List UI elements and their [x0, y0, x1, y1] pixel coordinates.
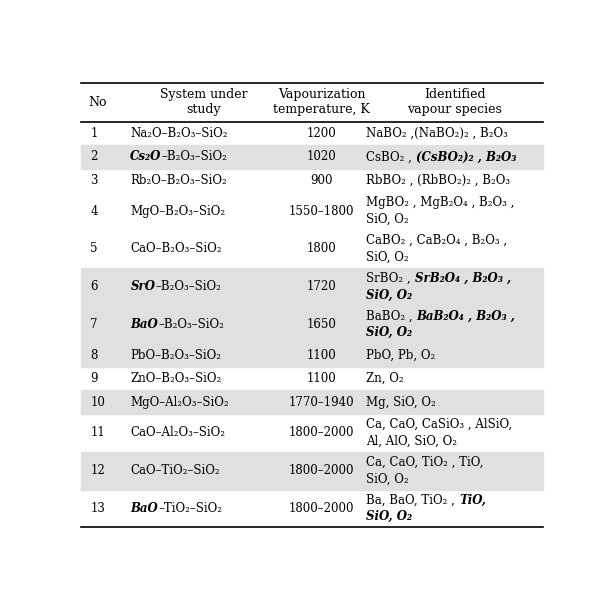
Bar — [81, 452, 543, 490]
Text: 1800–2000: 1800–2000 — [289, 502, 354, 515]
Text: CsBO₂ ,: CsBO₂ , — [367, 151, 416, 164]
Text: Zn, O₂: Zn, O₂ — [367, 372, 404, 385]
Text: 1800–2000: 1800–2000 — [289, 427, 354, 439]
Text: 7: 7 — [90, 318, 98, 331]
Text: Rb₂O–B₂O₃–SiO₂: Rb₂O–B₂O₃–SiO₂ — [130, 174, 227, 187]
Text: 1200: 1200 — [307, 127, 336, 140]
Text: CaO–TiO₂–SiO₂: CaO–TiO₂–SiO₂ — [130, 464, 220, 477]
Text: 4: 4 — [90, 205, 98, 218]
Text: 1650: 1650 — [306, 318, 337, 331]
Text: MgO–B₂O₃–SiO₂: MgO–B₂O₃–SiO₂ — [130, 205, 225, 218]
Text: 6: 6 — [90, 280, 98, 293]
Text: 11: 11 — [90, 427, 105, 439]
Text: SiO, O₂: SiO, O₂ — [367, 472, 409, 486]
Bar — [81, 145, 543, 169]
Text: SiO, O₂: SiO, O₂ — [367, 510, 412, 523]
Text: 1800–2000: 1800–2000 — [289, 464, 354, 477]
Bar — [81, 83, 543, 121]
Text: 900: 900 — [311, 174, 333, 187]
Text: Identified
vapour species: Identified vapour species — [407, 88, 502, 116]
Text: 1020: 1020 — [307, 151, 336, 164]
Text: Vapourization
temperature, K: Vapourization temperature, K — [273, 88, 370, 116]
Bar — [81, 390, 543, 414]
Text: NaBO₂ ,(NaBO₂)₂ , B₂O₃: NaBO₂ ,(NaBO₂)₂ , B₂O₃ — [367, 127, 509, 140]
Text: 1: 1 — [90, 127, 97, 140]
Text: MgBO₂ , MgB₂O₄ , B₂O₃ ,: MgBO₂ , MgB₂O₄ , B₂O₃ , — [367, 196, 515, 209]
Bar — [81, 268, 543, 305]
Text: BaO: BaO — [130, 318, 158, 331]
Text: Cs₂O: Cs₂O — [130, 151, 162, 164]
Text: System under
study: System under study — [160, 88, 247, 116]
Text: –TiO₂–SiO₂: –TiO₂–SiO₂ — [158, 502, 222, 515]
Text: Ba, BaO, TiO₂ ,: Ba, BaO, TiO₂ , — [367, 494, 459, 506]
Text: CaBO₂ , CaB₂O₄ , B₂O₃ ,: CaBO₂ , CaB₂O₄ , B₂O₃ , — [367, 234, 507, 247]
Text: TiO,: TiO, — [459, 494, 486, 506]
Text: 10: 10 — [90, 396, 105, 409]
Text: 1550–1800: 1550–1800 — [289, 205, 354, 218]
Text: BaO: BaO — [130, 502, 158, 515]
Text: SrB₂O₄ , B₂O₃ ,: SrB₂O₄ , B₂O₃ , — [415, 272, 511, 285]
Text: No: No — [88, 96, 107, 109]
Bar — [81, 305, 543, 343]
Text: SiO, O₂: SiO, O₂ — [367, 326, 412, 339]
Text: 3: 3 — [90, 174, 98, 187]
Text: –B₂O₃–SiO₂: –B₂O₃–SiO₂ — [162, 151, 228, 164]
Text: Ca, CaO, TiO₂ , TiO,: Ca, CaO, TiO₂ , TiO, — [367, 456, 484, 469]
Text: Al, AlO, SiO, O₂: Al, AlO, SiO, O₂ — [367, 435, 457, 447]
Text: PbO, Pb, O₂: PbO, Pb, O₂ — [367, 349, 435, 362]
Text: –B₂O₃–SiO₂: –B₂O₃–SiO₂ — [158, 318, 224, 331]
Text: –B₂O₃–SiO₂: –B₂O₃–SiO₂ — [155, 280, 221, 293]
Text: 8: 8 — [90, 349, 97, 362]
Text: 9: 9 — [90, 372, 98, 385]
Text: Mg, SiO, O₂: Mg, SiO, O₂ — [367, 396, 436, 409]
Text: CaO–B₂O₃–SiO₂: CaO–B₂O₃–SiO₂ — [130, 242, 222, 255]
Text: BaB₂O₄ , B₂O₃ ,: BaB₂O₄ , B₂O₃ , — [417, 309, 516, 322]
Text: SrBO₂ ,: SrBO₂ , — [367, 272, 415, 285]
Text: (CsBO₂)₂ , B₂O₃: (CsBO₂)₂ , B₂O₃ — [416, 151, 516, 164]
Text: Ca, CaO, CaSiO₃ , AlSiO,: Ca, CaO, CaSiO₃ , AlSiO, — [367, 418, 513, 431]
Text: Na₂O–B₂O₃–SiO₂: Na₂O–B₂O₃–SiO₂ — [130, 127, 228, 140]
Text: 1800: 1800 — [307, 242, 336, 255]
Text: SiO, O₂: SiO, O₂ — [367, 213, 409, 226]
Text: BaBO₂ ,: BaBO₂ , — [367, 309, 417, 322]
Text: 5: 5 — [90, 242, 98, 255]
Text: 2: 2 — [90, 151, 97, 164]
Text: PbO–B₂O₃–SiO₂: PbO–B₂O₃–SiO₂ — [130, 349, 222, 362]
Text: 1770–1940: 1770–1940 — [289, 396, 354, 409]
Text: SiO, O₂: SiO, O₂ — [367, 289, 412, 302]
Text: MgO–Al₂O₃–SiO₂: MgO–Al₂O₃–SiO₂ — [130, 396, 229, 409]
Text: SiO, O₂: SiO, O₂ — [367, 250, 409, 264]
Text: 12: 12 — [90, 464, 105, 477]
Bar — [81, 343, 543, 367]
Text: CaO–Al₂O₃–SiO₂: CaO–Al₂O₃–SiO₂ — [130, 427, 225, 439]
Text: 1100: 1100 — [307, 372, 336, 385]
Text: ZnO–B₂O₃–SiO₂: ZnO–B₂O₃–SiO₂ — [130, 372, 222, 385]
Text: SrO: SrO — [130, 280, 155, 293]
Text: 1720: 1720 — [307, 280, 336, 293]
Text: 13: 13 — [90, 502, 105, 515]
Text: RbBO₂ , (RbBO₂)₂ , B₂O₃: RbBO₂ , (RbBO₂)₂ , B₂O₃ — [367, 174, 510, 187]
Text: 1100: 1100 — [307, 349, 336, 362]
